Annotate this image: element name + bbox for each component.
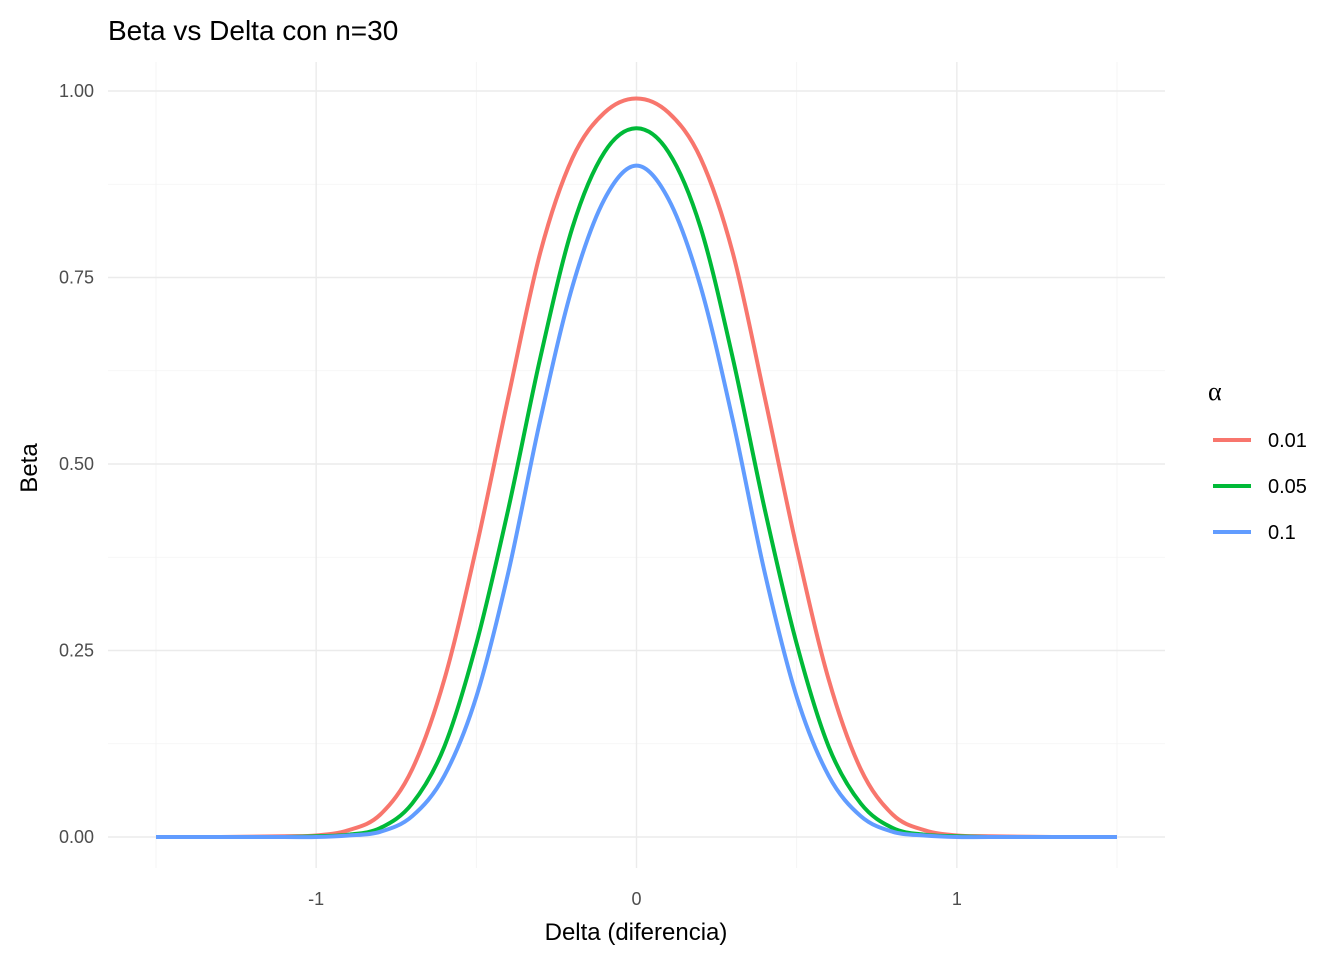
series-line-0.01: [155, 96, 1118, 840]
x-tick-label: 1: [952, 889, 962, 909]
y-tick-label: 0.50: [59, 454, 94, 474]
y-axis-label: Beta: [16, 443, 43, 493]
legend-label-0.01: 0.01: [1268, 430, 1307, 452]
y-axis-ticks: 0.00 0.25 0.50 0.75 1.00: [59, 81, 94, 847]
x-tick-label: 0: [631, 889, 641, 909]
legend-label-0.1: 0.1: [1268, 522, 1296, 544]
legend-title: α: [1208, 377, 1222, 406]
chart-title: Beta vs Delta con n=30: [108, 15, 398, 46]
legend: α 0.01 0.05 0.1: [1208, 377, 1307, 544]
x-axis-label: Delta (diferencia): [545, 919, 728, 946]
x-tick-label: -1: [308, 889, 324, 909]
y-tick-label: 1.00: [59, 81, 94, 101]
legend-items: 0.01 0.05 0.1: [1213, 430, 1307, 544]
legend-label-0.05: 0.05: [1268, 476, 1307, 498]
series-lines: [155, 96, 1118, 840]
grid: [108, 62, 1165, 868]
series-line-0.1: [156, 163, 1117, 840]
x-axis-ticks: -1 0 1: [308, 889, 962, 909]
y-tick-label: 0.00: [59, 827, 94, 847]
y-tick-label: 0.75: [59, 268, 94, 288]
y-tick-label: 0.25: [59, 641, 94, 661]
series-line-0.05: [156, 126, 1117, 840]
